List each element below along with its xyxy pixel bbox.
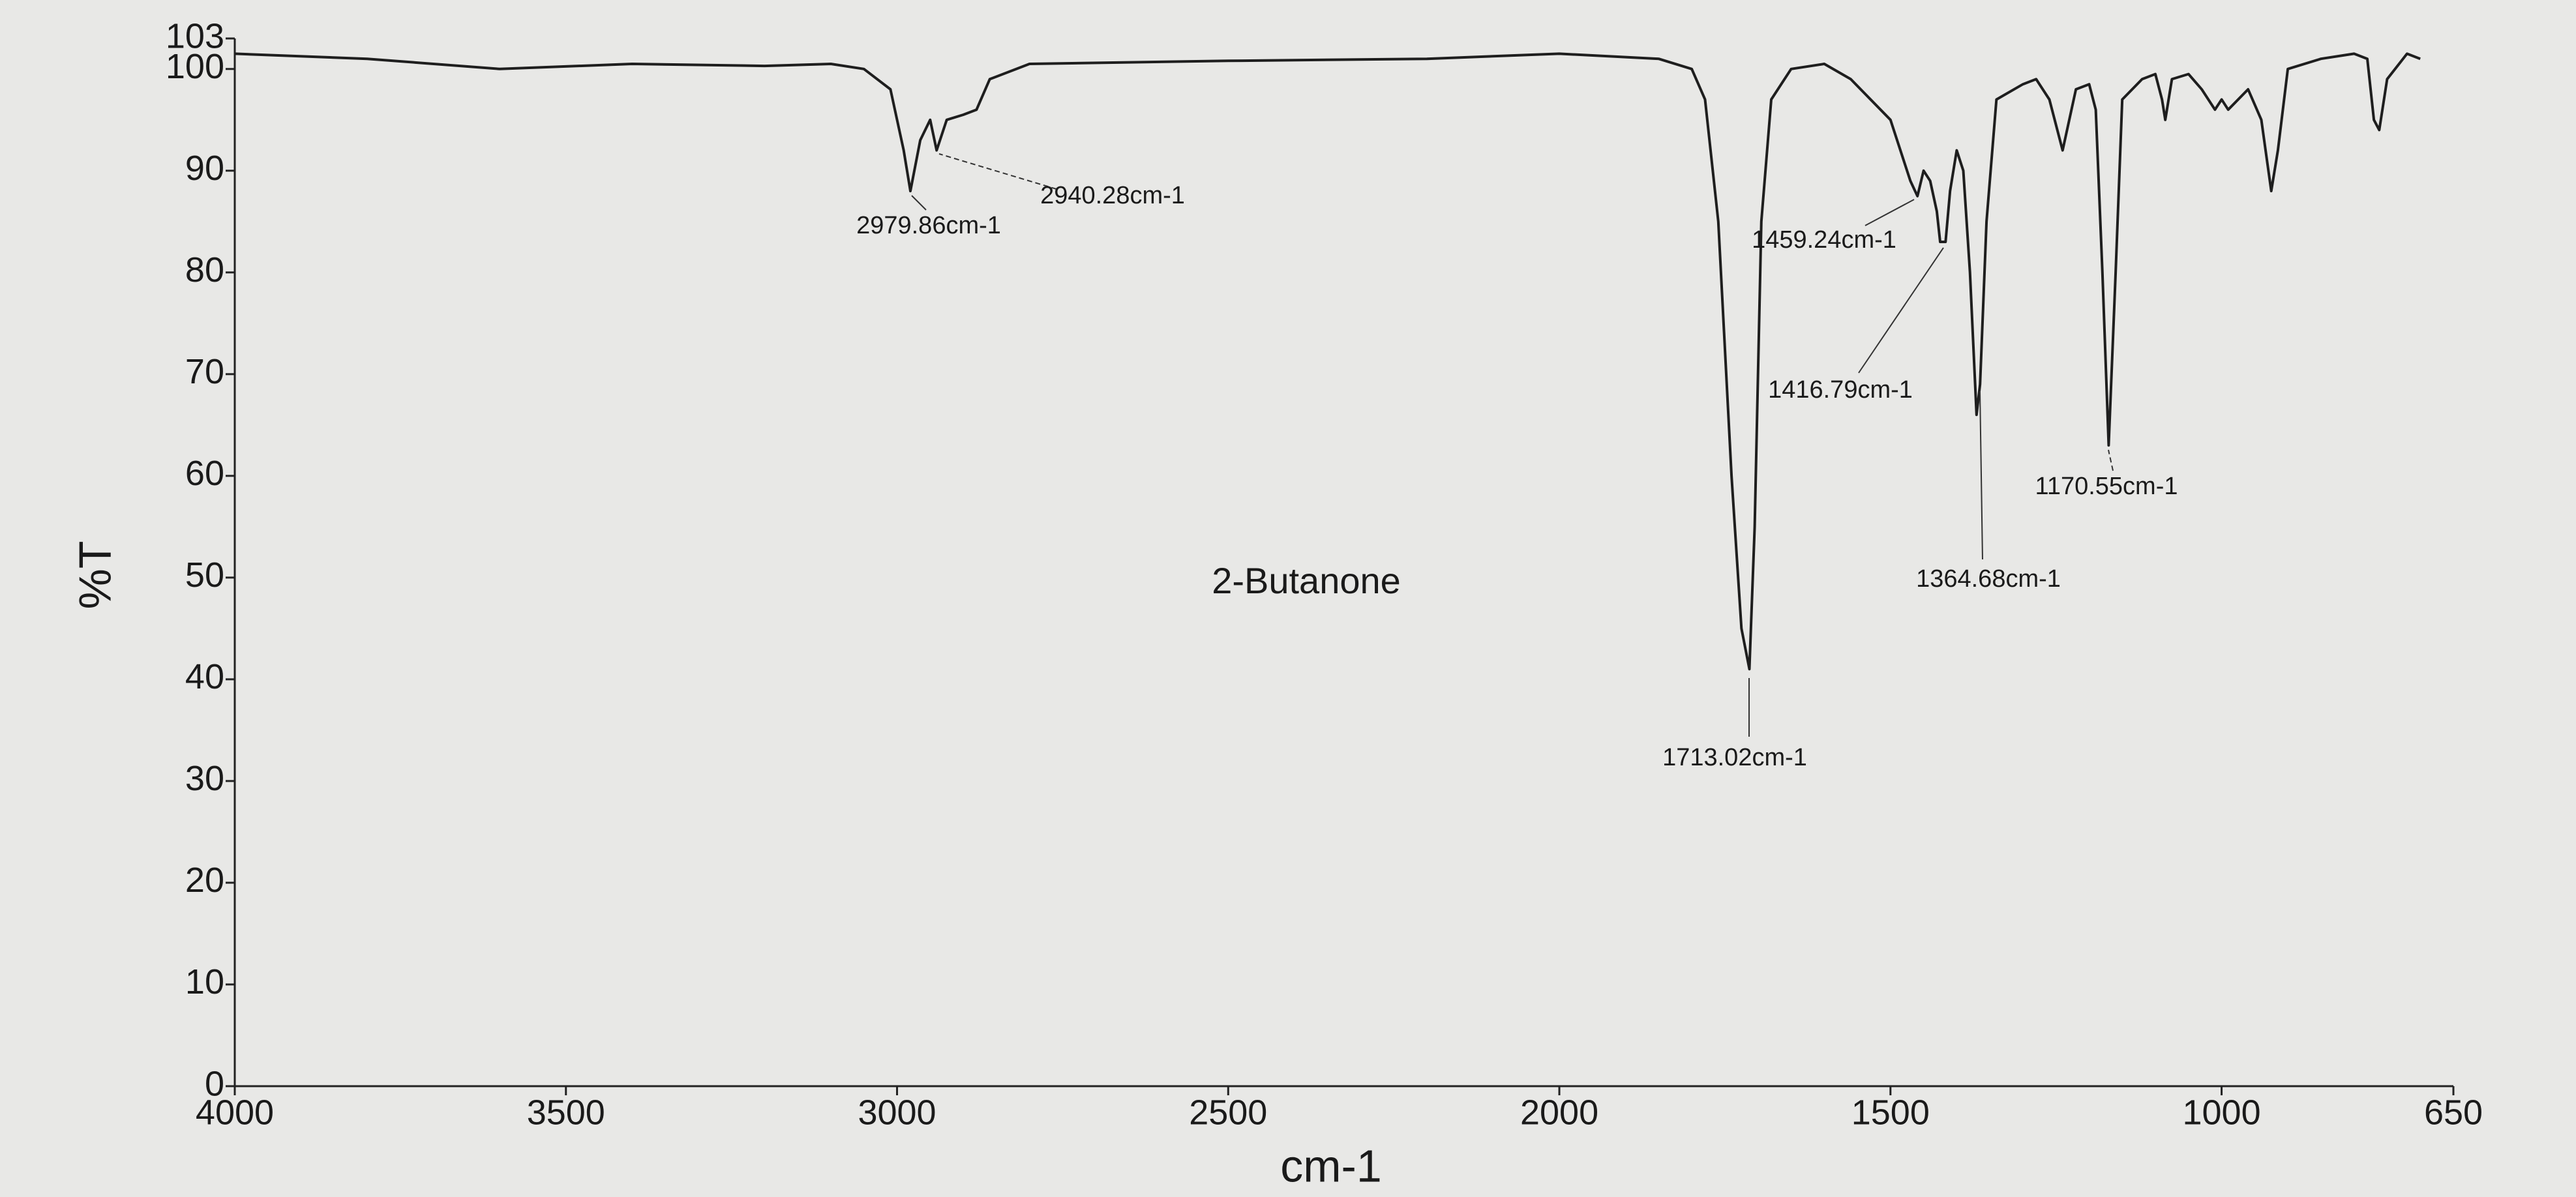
y-tick-label: 40 bbox=[185, 657, 224, 696]
y-tick-label: 50 bbox=[185, 555, 224, 595]
annotation: 1713.02cm-1 bbox=[1662, 744, 1807, 771]
annotation-leader bbox=[938, 153, 1057, 190]
annotation: 2979.86cm-1 bbox=[856, 212, 1001, 239]
annotation-leader bbox=[1865, 199, 1915, 226]
annotation: 1170.55cm-1 bbox=[2035, 473, 2178, 500]
y-tick-label: 20 bbox=[185, 861, 224, 900]
x-tick-label: 2500 bbox=[1189, 1093, 1267, 1132]
y-axis-label: %T bbox=[69, 541, 120, 610]
spectrum-line bbox=[234, 52, 2421, 671]
annotation: 1364.68cm-1 bbox=[1916, 565, 2061, 593]
y-tick-label: 0 bbox=[205, 1064, 224, 1103]
x-tick-label: 3000 bbox=[858, 1093, 936, 1132]
x-axis-label: cm-1 bbox=[1280, 1140, 1382, 1191]
y-tick-label: 60 bbox=[185, 454, 224, 493]
y-tick-label: 100 bbox=[166, 47, 224, 86]
x-tick-label: 1500 bbox=[1851, 1093, 1930, 1132]
y-tick-label: 80 bbox=[185, 250, 224, 289]
chart-title: 2-Butanone bbox=[1212, 560, 1401, 601]
annotation-leader bbox=[1858, 247, 1944, 374]
y-tick-label: 70 bbox=[185, 352, 224, 391]
annotation: 1416.79cm-1 bbox=[1768, 376, 1913, 404]
x-tick-label: 4000 bbox=[196, 1093, 274, 1132]
x-tick-label: 3500 bbox=[527, 1093, 605, 1132]
y-tick-label: 30 bbox=[185, 759, 224, 798]
y-tick-label: 90 bbox=[185, 149, 224, 188]
x-tick-label: 2000 bbox=[1520, 1093, 1598, 1132]
annotation-leader bbox=[2108, 449, 2114, 471]
y-tick-label: 10 bbox=[185, 962, 224, 1001]
y-tick-label: 103 bbox=[166, 16, 224, 55]
annotation: 1459.24cm-1 bbox=[1752, 226, 1896, 254]
annotation-leader bbox=[911, 195, 927, 211]
annotation-leader bbox=[1979, 391, 1983, 560]
x-tick-label: 650 bbox=[2424, 1093, 2483, 1132]
annotation: 2940.28cm-1 bbox=[1040, 182, 1185, 209]
x-tick-label: 1000 bbox=[2182, 1093, 2260, 1132]
